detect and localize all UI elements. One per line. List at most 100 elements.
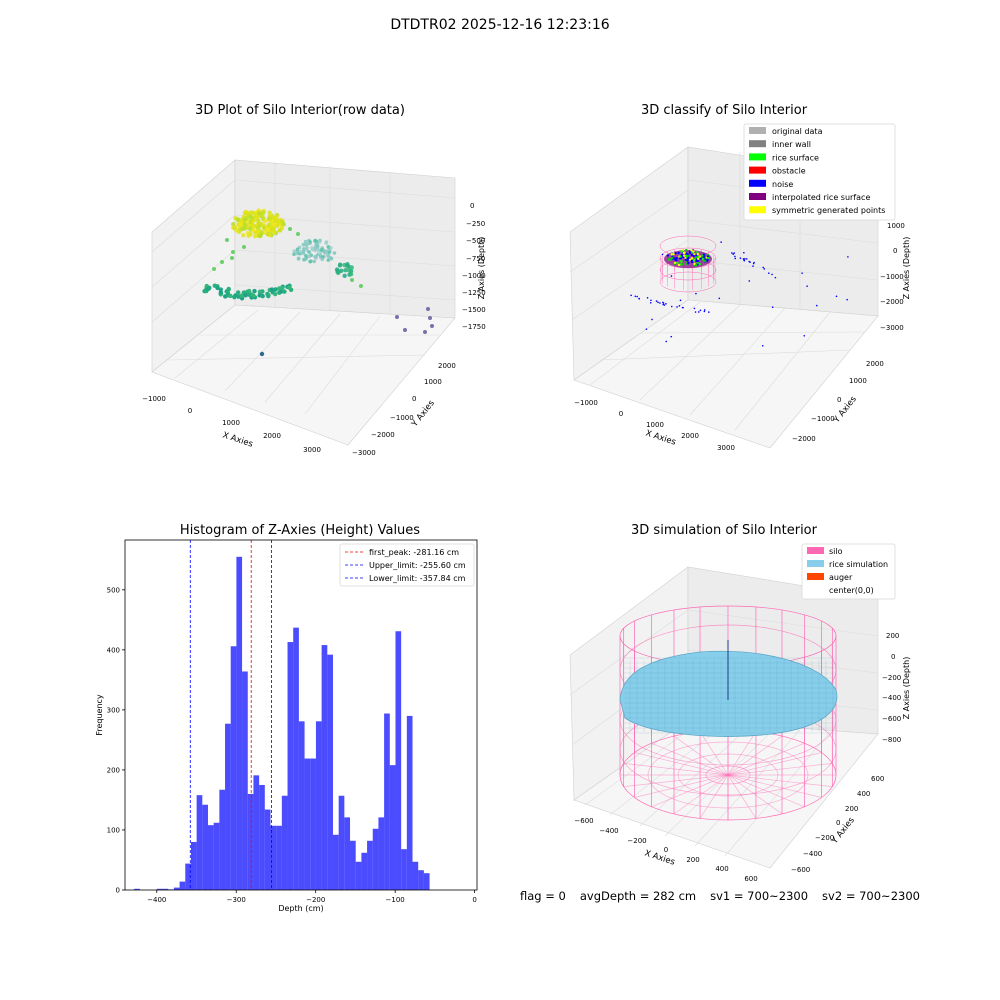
histogram-bar xyxy=(372,828,379,890)
raw-point xyxy=(252,288,257,294)
classify-point xyxy=(690,249,693,252)
raw-ytick: 0 xyxy=(412,395,416,403)
simulation-ztick: −200 xyxy=(882,674,901,682)
classify-noise-point xyxy=(815,304,818,307)
raw-point xyxy=(228,293,233,299)
classify-noise-point xyxy=(659,302,661,304)
histogram-bar xyxy=(406,715,413,890)
raw-xtick: 2000 xyxy=(263,432,281,440)
classify-legend-swatch xyxy=(749,127,766,134)
sv1-text: sv1 = 700~2300 xyxy=(710,889,809,903)
simulation-ytick: −200 xyxy=(815,834,834,842)
raw-xtick: 1000 xyxy=(222,419,240,427)
silo-floor-spoke xyxy=(727,774,783,815)
raw-point xyxy=(346,268,352,273)
simulation-legend-swatch xyxy=(807,560,824,567)
classify-point xyxy=(696,257,700,260)
raw-point xyxy=(288,227,292,231)
simulation-xtick: 600 xyxy=(744,875,757,883)
classify-point xyxy=(703,259,706,262)
classify-point xyxy=(692,254,695,258)
simulation-xtick: 0 xyxy=(664,846,668,854)
raw-point xyxy=(230,256,234,260)
histogram-legend-label: Upper_limit: -255.60 cm xyxy=(369,561,466,570)
histogram-bar xyxy=(378,817,385,890)
raw-point xyxy=(257,289,263,294)
classify-noise-point xyxy=(665,302,667,305)
classify-xtick: 2000 xyxy=(681,432,699,440)
classify-point xyxy=(686,257,689,261)
raw-point xyxy=(258,232,264,237)
simulation-xtick: −200 xyxy=(627,837,646,845)
histogram-bar xyxy=(276,825,282,890)
raw-point xyxy=(301,250,306,255)
silo-floor-spoke xyxy=(727,774,757,819)
classify-noise-point xyxy=(708,311,710,313)
classify-legend-label: noise xyxy=(772,180,793,189)
raw-point xyxy=(403,328,407,332)
silo-floor-spoke xyxy=(651,774,729,808)
raw-point xyxy=(239,293,244,298)
histogram-bar xyxy=(202,804,208,890)
classify-noise-point xyxy=(676,306,678,308)
raw-point xyxy=(320,257,325,262)
raw-point xyxy=(423,330,427,334)
raw-ztick: −1750 xyxy=(462,323,486,331)
classify-noise-point xyxy=(693,307,696,310)
classify-noise-point xyxy=(682,306,684,309)
raw-point xyxy=(295,247,300,252)
classify-legend-swatch xyxy=(749,193,766,200)
raw-point xyxy=(236,229,242,234)
raw-point xyxy=(244,211,250,217)
classify-point xyxy=(687,254,691,258)
classify-legend-label: original data xyxy=(772,127,823,136)
raw-point xyxy=(359,284,363,288)
histogram-bar xyxy=(355,861,362,890)
histogram-xtick-label: −200 xyxy=(306,896,325,904)
classify-xtick-labels: −1000 0 1000 2000 3000 xyxy=(574,399,735,452)
classify-noise-point xyxy=(663,304,666,306)
raw-point xyxy=(277,228,283,233)
raw-point xyxy=(246,288,252,294)
silo-floor-spoke xyxy=(673,735,729,776)
histogram-bar xyxy=(225,723,231,890)
raw-point xyxy=(238,221,243,227)
classify-noise-point xyxy=(670,305,673,308)
histogram-ytick-label: 100 xyxy=(107,826,120,834)
simulation-xtick-labels: −600 −400 −200 0 200 400 600 xyxy=(574,817,757,883)
raw-point xyxy=(267,210,272,215)
classify-point xyxy=(690,259,693,263)
raw-point xyxy=(312,259,317,264)
classify-noise-point xyxy=(650,299,652,302)
classify-noise-point xyxy=(835,295,838,298)
raw-point xyxy=(235,290,241,295)
classify-point xyxy=(694,263,698,267)
classify-noise-point xyxy=(630,294,632,297)
raw-point xyxy=(251,228,256,233)
classify-noise-point xyxy=(748,280,751,282)
raw-point xyxy=(345,262,350,267)
histogram-ytick-label: 0 xyxy=(116,887,120,895)
raw-point xyxy=(269,287,275,292)
raw-point xyxy=(255,229,261,235)
classify-noise-point xyxy=(670,335,673,338)
raw-point xyxy=(305,245,309,250)
raw-ztick: −750 xyxy=(466,255,485,263)
histogram-bar xyxy=(298,721,305,890)
raw-point xyxy=(395,315,399,319)
raw-ztick: −1500 xyxy=(462,306,486,314)
classify-point xyxy=(690,257,694,260)
raw-point xyxy=(307,254,312,259)
silo-floor-spoke xyxy=(623,774,729,787)
classify-point xyxy=(695,256,698,259)
simulation-ztick-labels: 200 0 −200 −400 −600 −800 xyxy=(882,632,901,744)
classify-point xyxy=(675,258,678,262)
histogram-bar xyxy=(338,795,345,890)
histogram-bar xyxy=(134,888,140,890)
classify-ztick: −3000 xyxy=(880,324,904,332)
simulation-legend-label: silo xyxy=(829,547,843,556)
classify-noise-point xyxy=(651,318,653,321)
classify-legend-label: interpolated rice surface xyxy=(772,193,870,202)
histogram-ytick-label: 500 xyxy=(107,586,120,594)
